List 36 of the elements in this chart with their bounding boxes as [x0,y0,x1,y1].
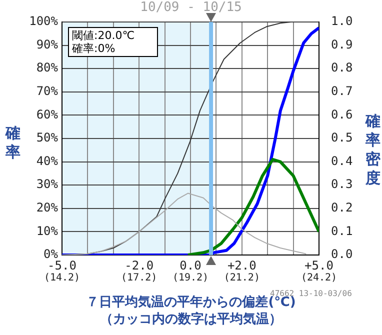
y2-tick-label: 0.7 [331,84,353,98]
y2-tick-label: 0.0 [331,247,353,262]
y2-tick-label: 1.0 [331,14,353,28]
x2-tick-label: (14.2) [44,272,80,284]
y-tick-label: 60% [36,107,59,122]
y2-tick-label: 0.3 [331,177,353,192]
x-tick-label: +5.0 [304,258,334,272]
y-axis-title: 確率 [4,124,22,162]
text: 47662 13-10-03/06 [270,289,352,298]
y-tick-label: 100% [29,14,59,28]
y-tick-label: 50% [36,130,59,145]
y-tick-label: 20% [36,200,59,215]
y-tick-label: 40% [36,154,59,168]
y-tick-label: 30% [36,177,59,192]
y2-tick-label: 0.2 [331,200,353,215]
y2-tick-label: 0.6 [331,107,353,122]
x2-tick-label: (24.2) [300,272,338,284]
y-tick-label: 90% [36,37,59,52]
y2-tick-label: 0.8 [331,60,353,75]
x2-tick-label: (21.2) [224,272,260,284]
y-tick-label: 80% [36,60,59,75]
y-tick-label: 10% [36,224,59,238]
x-tick-label: 0.0 [180,258,202,272]
y2-tick-label: 0.5 [331,130,353,145]
x-tick-label: -2.0 [124,258,154,272]
x2-tick-label: (19.2) [172,272,209,284]
x-tick-label: +2.0 [227,258,256,272]
chart-title: 10/09 - 10/15 [139,0,243,15]
x2-tick-label: (17.2) [121,272,158,284]
annotation: 閾値:20.0℃ 確率:0% [68,27,158,57]
y2-tick-label: 0.9 [331,37,353,52]
x-axis-title: ７日平均気温の平年からの偏差(℃) （カッコ内の数字は平均気温） [85,295,297,328]
y-tick-label: 70% [36,84,59,98]
y2-axis-title: 確率密度 [364,112,382,188]
y2-tick-label: 0.4 [331,154,353,168]
y2-tick-label: 0.1 [331,224,353,238]
